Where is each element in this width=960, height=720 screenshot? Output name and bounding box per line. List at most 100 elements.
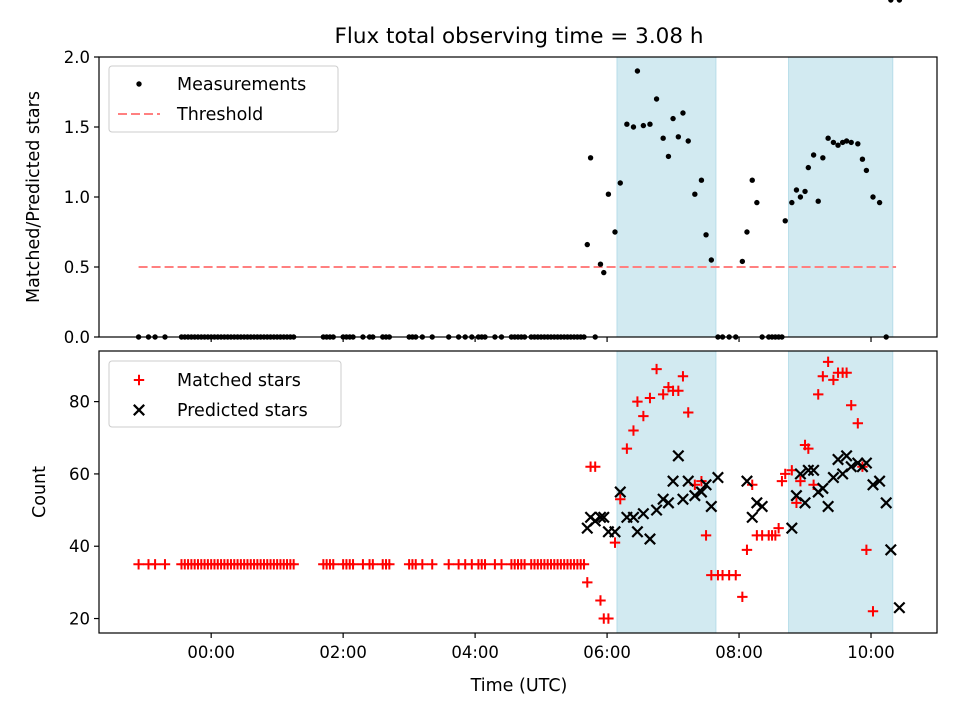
matched-star-marker <box>417 559 428 570</box>
top-shaded-interval <box>788 56 894 338</box>
measurement-point <box>744 229 750 235</box>
measurement-point <box>830 139 837 146</box>
measurement-point <box>749 177 755 183</box>
predicted-star-marker <box>827 471 840 484</box>
legend-measurements-label: Measurements <box>177 75 306 95</box>
measurement-point <box>797 194 804 200</box>
matched-star-marker <box>133 559 144 570</box>
predicted-star-marker <box>746 511 759 524</box>
predicted-star-marker <box>802 464 815 477</box>
predicted-star-marker <box>594 511 607 524</box>
measurement-point <box>793 187 800 193</box>
matched-star-marker <box>841 367 852 378</box>
predicted-star-marker <box>873 475 886 488</box>
matched-star-marker <box>700 530 712 541</box>
matched-star-marker <box>657 389 669 400</box>
y-tick-label: 0.0 <box>64 328 90 347</box>
measurement-point <box>848 139 854 146</box>
measurement-point <box>692 191 698 197</box>
matched-star-marker <box>328 559 339 570</box>
predicted-star-marker <box>676 493 689 506</box>
y-tick-label: 80 <box>69 393 90 412</box>
predicted-star-marker <box>705 500 718 513</box>
matched-star-marker <box>644 392 656 404</box>
measurement-point <box>789 199 795 206</box>
measurement-point <box>612 229 618 235</box>
measurement-point <box>739 258 746 265</box>
matched-star-marker <box>683 407 694 418</box>
x-axis-label: Time (UTC) <box>470 676 568 696</box>
matched-star-marker <box>582 577 593 588</box>
matched-star-marker <box>621 443 633 454</box>
legend-series-label: Matched stars <box>177 371 301 391</box>
matched-star-marker <box>817 371 829 382</box>
matched-star-marker <box>813 389 824 400</box>
x-tick-label: 10:00 <box>847 643 895 662</box>
matched-star-marker <box>741 544 753 556</box>
predicted-star-marker <box>880 496 893 509</box>
predicted-star-marker <box>688 489 701 502</box>
matched-star-marker <box>496 559 507 570</box>
y-tick-label: 0.5 <box>64 258 90 277</box>
top-shaded-interval <box>616 56 717 338</box>
measurement-point <box>703 232 709 238</box>
predicted-star-marker <box>816 482 829 495</box>
measurement-point <box>754 199 760 206</box>
measurement-point <box>624 121 630 127</box>
matched-star-marker <box>615 494 626 505</box>
predicted-star-marker <box>650 504 663 517</box>
predicted-star-marker <box>785 522 798 535</box>
chart-title: Flux total observing time = 3.08 h <box>335 24 704 49</box>
matched-star-marker <box>632 396 643 407</box>
measurement-point <box>698 177 705 183</box>
measurement-point <box>665 153 672 160</box>
matched-star-marker <box>828 374 839 386</box>
measurement-point <box>810 152 817 158</box>
measurement-point <box>805 164 812 171</box>
measurement-point <box>815 198 821 204</box>
predicted-star-marker <box>637 507 650 520</box>
predicted-star-marker <box>700 478 713 491</box>
predicted-star-marker <box>756 500 769 513</box>
matched-star-marker <box>347 559 359 570</box>
bottom-panel: 00:00 02:00 04:00 06:00 08:00 10:00 20 40 60 80 Co… <box>30 350 938 662</box>
predicted-star-marker <box>711 471 724 484</box>
bottom-axes-frame <box>98 350 938 634</box>
predicted-star-marker <box>832 453 845 466</box>
predicted-star-marker <box>614 486 627 498</box>
measurement-point <box>888 0 894 3</box>
predicted-star-marker <box>799 496 812 509</box>
matched-star-marker <box>367 559 379 570</box>
measurement-point <box>597 261 604 267</box>
legend-predicted-stars-marker <box>133 404 145 416</box>
predicted-star-marker <box>860 457 873 470</box>
measurement-point <box>670 115 676 122</box>
measurement-point <box>870 194 876 200</box>
matched-star-marker <box>677 371 689 382</box>
predicted-star-marker <box>672 449 685 462</box>
y-tick-label: 1.0 <box>64 188 90 207</box>
predicted-star-marker <box>794 467 807 480</box>
matched-star-marker <box>780 468 791 480</box>
measurement-point <box>876 199 883 206</box>
measurement-point <box>584 241 590 248</box>
legend-box <box>108 360 342 428</box>
predicted-star-marker <box>609 525 621 538</box>
predicted-star-marker <box>840 449 853 462</box>
predicted-star-marker <box>884 543 897 556</box>
matched-star-marker <box>603 613 614 624</box>
measurement-point <box>647 121 653 127</box>
measurement-point <box>675 134 682 140</box>
matched-star-marker <box>590 461 601 472</box>
predicted-star-marker <box>589 514 602 527</box>
measurement-point <box>660 135 666 141</box>
y-tick-label: 1.5 <box>64 118 90 137</box>
predicted-star-marker <box>627 511 640 524</box>
measurement-point <box>605 191 612 197</box>
matched-star-marker <box>861 544 872 556</box>
x-tick-label: 02:00 <box>319 643 367 662</box>
top-panel: 0.0 0.5 1.0 1.5 2.0 Matched/Predicted stars Me… <box>24 0 938 347</box>
matched-star-marker <box>578 559 590 570</box>
predicted-star-marker <box>662 496 675 509</box>
bottom-shaded-interval <box>788 350 894 634</box>
